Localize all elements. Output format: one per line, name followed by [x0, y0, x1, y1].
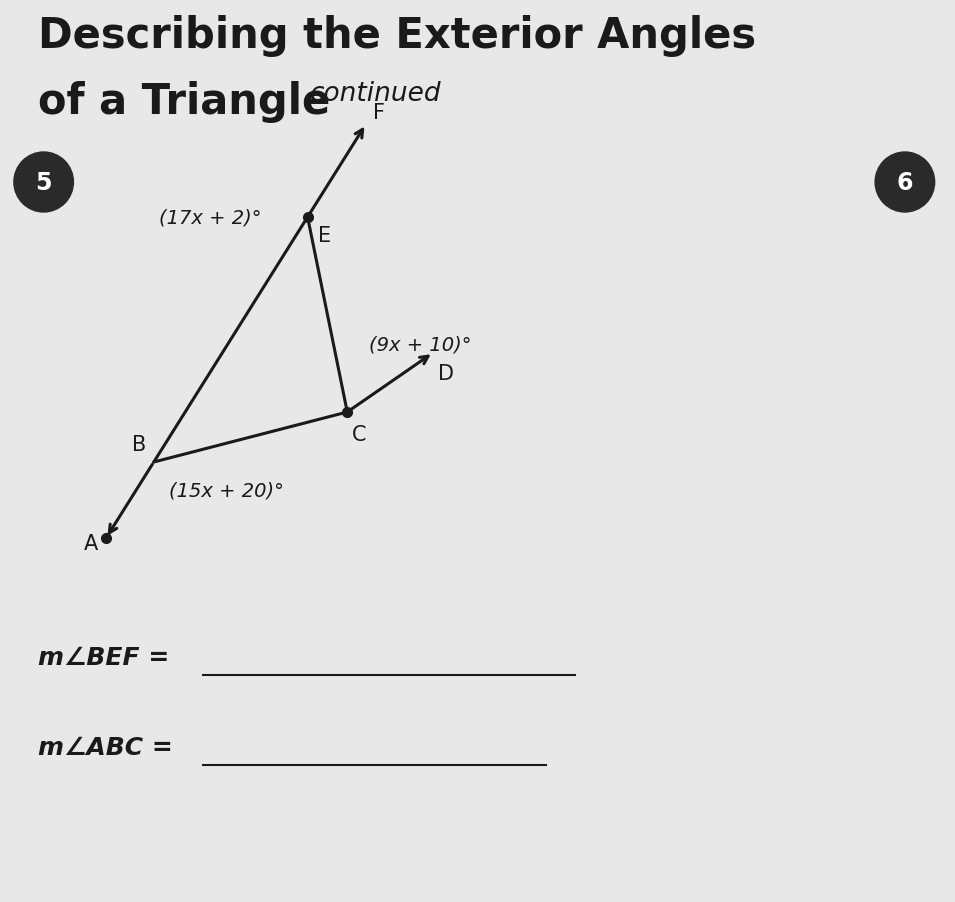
Text: of a Triangle: of a Triangle [37, 81, 330, 123]
Circle shape [14, 152, 74, 213]
Text: m∠ABC =: m∠ABC = [37, 735, 173, 759]
Text: (17x + 2)°: (17x + 2)° [159, 208, 262, 227]
Text: E: E [317, 226, 330, 245]
Text: 6: 6 [897, 170, 913, 195]
Text: F: F [372, 103, 385, 123]
Text: (15x + 20)°: (15x + 20)° [169, 481, 284, 500]
Text: Describing the Exterior Angles: Describing the Exterior Angles [37, 15, 755, 57]
Text: B: B [132, 435, 146, 455]
Text: continued: continued [309, 81, 441, 106]
Text: (9x + 10)°: (9x + 10)° [369, 336, 472, 354]
Text: m∠BEF =: m∠BEF = [37, 645, 169, 669]
Text: 5: 5 [35, 170, 52, 195]
Circle shape [875, 152, 935, 213]
Text: D: D [438, 364, 455, 383]
Text: A: A [84, 533, 98, 554]
Text: C: C [352, 425, 367, 445]
